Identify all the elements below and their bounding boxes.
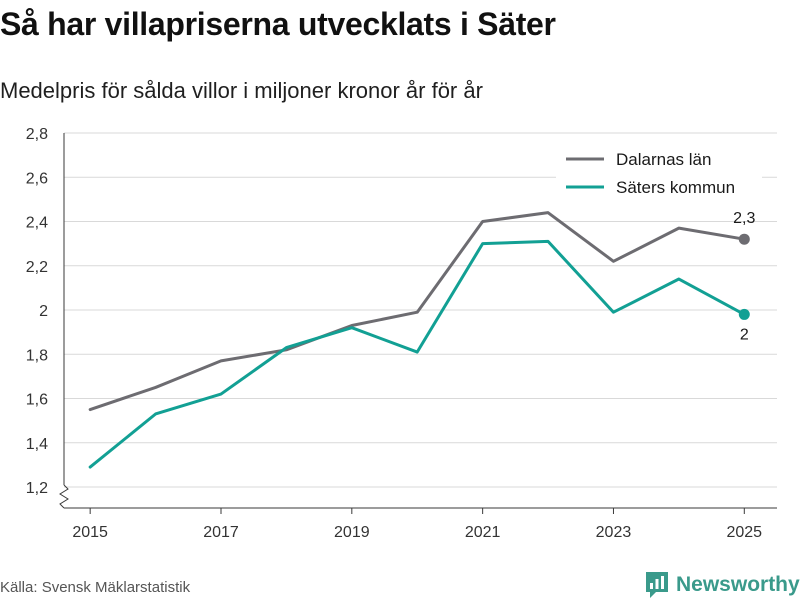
- legend-label-1: Säters kommun: [616, 178, 735, 197]
- series-end-point-1: [738, 308, 750, 320]
- legend-label-0: Dalarnas län: [616, 150, 711, 169]
- legend-box: [556, 146, 762, 206]
- chart-subtitle: Medelpris för sålda villor i miljoner kr…: [0, 78, 483, 103]
- series-line-1: [88, 239, 746, 469]
- source-note: Källa: Svensk Mäklarstatistik: [0, 579, 191, 596]
- x-tick-label: 2021: [465, 524, 501, 541]
- brand-logo: Newsworthy: [644, 570, 800, 600]
- legend: Dalarnas län Säters kommun: [556, 146, 762, 206]
- series-line-0: [88, 211, 746, 412]
- series-end-label-1: 2: [740, 326, 749, 343]
- y-tick-label: 2,8: [26, 126, 48, 143]
- series-end-label-0: 2,3: [733, 210, 755, 227]
- y-tick-label: 1,8: [26, 347, 48, 364]
- x-tick-label: 2023: [596, 524, 632, 541]
- series: [88, 211, 750, 469]
- chart-title: Så har villapriserna utvecklats i Säter: [0, 6, 556, 42]
- brand-name: Newsworthy: [676, 573, 800, 596]
- x-tick-label: 2017: [203, 524, 239, 541]
- y-tick-label: 2: [39, 303, 48, 320]
- series-end-point-0: [738, 233, 750, 245]
- x-tick-label: 2025: [726, 524, 762, 541]
- y-tick-label: 2,2: [26, 259, 48, 276]
- y-tick-label: 1,6: [26, 392, 48, 409]
- newsworthy-logo-icon: [646, 572, 668, 598]
- y-tick-label: 1,2: [26, 480, 48, 497]
- y-tick-label: 1,4: [26, 436, 48, 453]
- x-tick-label: 2015: [72, 524, 108, 541]
- y-tick-label: 2,4: [26, 215, 48, 232]
- x-tick-label: 2019: [334, 524, 370, 541]
- data-labels: 2,32: [733, 210, 755, 343]
- axis-break-icon: [59, 484, 69, 509]
- axes: 1,2 1,4 1,6 1,8 2 2,2 2,4 2,6 2,8 2015 2017 2019 202…: [26, 126, 777, 541]
- y-tick-label: 2,6: [26, 170, 48, 187]
